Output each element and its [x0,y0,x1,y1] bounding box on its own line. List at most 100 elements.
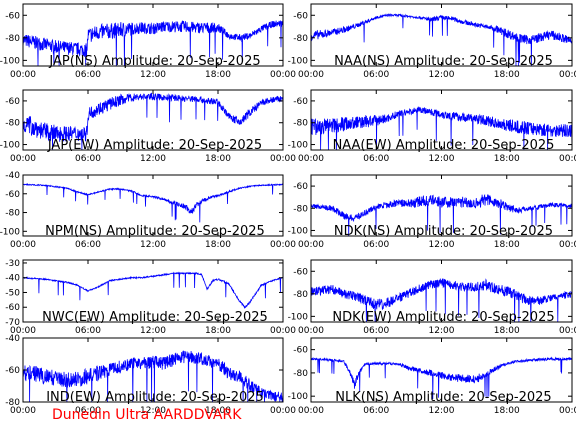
x-tick-label: 12:00 [429,406,455,416]
x-tick-label: 00:00 [270,326,296,336]
y-tick-label: -60 [5,11,20,21]
x-tick-label: 06:00 [75,154,101,164]
x-tick-label: 12:00 [140,406,166,416]
y-tick-label: -100 [288,226,309,236]
y-tick-label: -40 [5,171,20,181]
y-tick-label: -100 [288,141,309,151]
chart-title: JAP(EW) Amplitude: 20-Sep-2025 [47,138,262,153]
series-line [311,356,572,400]
x-tick-label: 18:00 [494,406,520,416]
series-line [311,278,572,322]
x-tick-label: 12:00 [140,326,166,336]
x-tick-label: 12:00 [140,154,166,164]
x-tick-label: 18:00 [205,240,231,250]
y-tick-label: -100 [288,392,309,402]
x-tick-label: 18:00 [494,240,520,250]
x-tick-label: 18:00 [205,326,231,336]
x-tick-label: 00:00 [270,154,296,164]
x-tick-label: 06:00 [75,240,101,250]
y-tick-label: -60 [293,267,308,277]
x-tick-label: 12:00 [429,240,455,250]
chart-panel-6: -100 -80 -60 00:00 06:00 12:00 18:00 00:00 NDK(N… [288,174,576,250]
x-tick-label: 00:00 [559,70,576,80]
chart-panel-2: -100 -80 -60 00:00 06:00 12:00 18:00 00:00 NAA(N… [288,3,576,80]
chart-title: NAA(EW) Amplitude: 20-Sep-2025 [333,138,555,153]
x-tick-label: 00:00 [10,240,36,250]
x-tick-label: 18:00 [494,70,520,80]
x-tick-label: 00:00 [298,240,324,250]
x-tick-label: 00:00 [298,154,324,164]
y-tick-label: -80 [293,204,308,214]
chart-title: NDK(NS) Amplitude: 20-Sep-2025 [334,224,553,239]
x-tick-label: 06:00 [363,326,389,336]
x-tick-label: 12:00 [429,70,455,80]
x-tick-label: 06:00 [363,406,389,416]
y-tick-label: -80 [293,369,308,379]
y-tick-label: -80 [5,34,20,44]
x-tick-label: 00:00 [10,154,36,164]
series-line [311,13,572,66]
x-tick-label: 18:00 [205,406,231,416]
chart-title: NLK(NS) Amplitude: 20-Sep-2025 [335,390,551,405]
y-tick-label: -70 [5,318,20,328]
x-tick-label: 00:00 [10,70,36,80]
chart-panel-8: -100 -80 -60 00:00 06:00 12:00 18:00 00:00 NDK(E… [288,259,576,336]
y-tick-label: -100 [288,56,309,66]
y-tick-label: -60 [5,366,20,376]
x-tick-label: 12:00 [140,70,166,80]
x-tick-label: 00:00 [270,240,296,250]
x-tick-label: 06:00 [75,326,101,336]
x-tick-label: 00:00 [559,240,576,250]
y-tick-label: -40 [5,334,20,344]
chart-panel-4: -100 -80 -60 00:00 06:00 12:00 18:00 00:00 NAA(E… [288,89,576,164]
chart-title: JAP(NS) Amplitude: 20-Sep-2025 [48,54,260,69]
y-tick-label: -100 [288,312,309,322]
series-line [23,19,283,66]
x-tick-label: 00:00 [298,406,324,416]
y-tick-label: -100 [0,56,20,66]
x-tick-label: 00:00 [559,154,576,164]
x-tick-label: 00:00 [270,406,296,416]
y-tick-label: -60 [293,346,308,356]
x-tick-label: 12:00 [429,326,455,336]
series-line [311,193,572,236]
chart-panel-1: -100 -80 -60 00:00 06:00 12:00 18:00 00:00 JAP(N… [0,3,296,80]
x-tick-label: 06:00 [363,154,389,164]
y-tick-label: -60 [5,97,20,107]
x-tick-label: 06:00 [363,240,389,250]
x-tick-label: 06:00 [75,70,101,80]
y-tick-label: -40 [5,274,20,284]
x-tick-label: 06:00 [363,70,389,80]
x-tick-label: 12:00 [140,240,166,250]
y-tick-label: -60 [293,11,308,21]
y-tick-label: -60 [5,303,20,313]
y-tick-label: -80 [293,119,308,129]
y-tick-label: -60 [293,97,308,107]
x-tick-label: 00:00 [559,326,576,336]
series-line [311,106,572,150]
series-line [23,271,283,310]
x-tick-label: 00:00 [270,70,296,80]
x-tick-label: 00:00 [10,326,36,336]
x-tick-label: 18:00 [494,326,520,336]
x-tick-label: 06:00 [75,406,101,416]
y-tick-label: -100 [0,141,20,151]
chart-title: NDK(EW) Amplitude: 20-Sep-2025 [332,310,554,325]
chart-panel-5: -100 -80 -60 -40 00:00 06:00 12:00 18:00 00:00 NP… [0,171,296,250]
chart-panel-10: -100 -80 -60 00:00 06:00 12:00 18:00 00:00 NLK(N… [288,337,576,416]
y-tick-label: -50 [5,288,20,298]
chart-panel-3: -100 -80 -60 00:00 06:00 12:00 18:00 00:00 JAP(E… [0,89,296,164]
y-tick-label: -30 [5,259,20,269]
y-tick-label: -100 [0,227,20,237]
x-tick-label: 18:00 [205,70,231,80]
series-line [23,182,283,223]
x-tick-label: 00:00 [298,70,324,80]
chart-title: NWC(EW) Amplitude: 20-Sep-2025 [42,310,268,325]
y-tick-label: -60 [5,190,20,200]
chart-panel-7: -70 -60 -50 -40 -30 00:00 06:00 12:00 18:00 00:00… [5,259,296,336]
chart-title: NPM(NS) Amplitude: 20-Sep-2025 [45,224,265,239]
series-line [23,92,283,150]
y-tick-label: -80 [5,209,20,219]
x-tick-label: 00:00 [298,326,324,336]
